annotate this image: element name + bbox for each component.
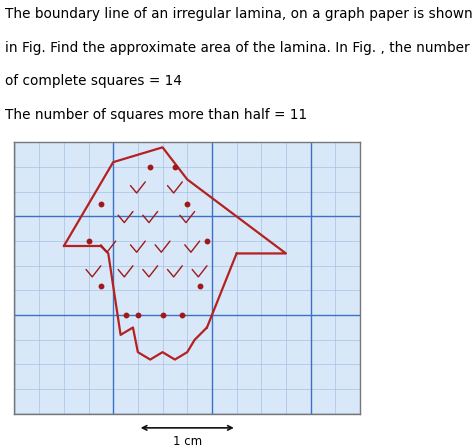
Text: in Fig. Find the approximate area of the lamina. In Fig. , the number: in Fig. Find the approximate area of the… <box>5 40 469 55</box>
Text: The boundary line of an irregular lamina, on a graph paper is shown: The boundary line of an irregular lamina… <box>5 7 473 21</box>
Text: The number of squares more than half = 11: The number of squares more than half = 1… <box>5 108 307 121</box>
Text: 1 cm: 1 cm <box>173 435 202 445</box>
Text: of complete squares = 14: of complete squares = 14 <box>5 74 182 88</box>
